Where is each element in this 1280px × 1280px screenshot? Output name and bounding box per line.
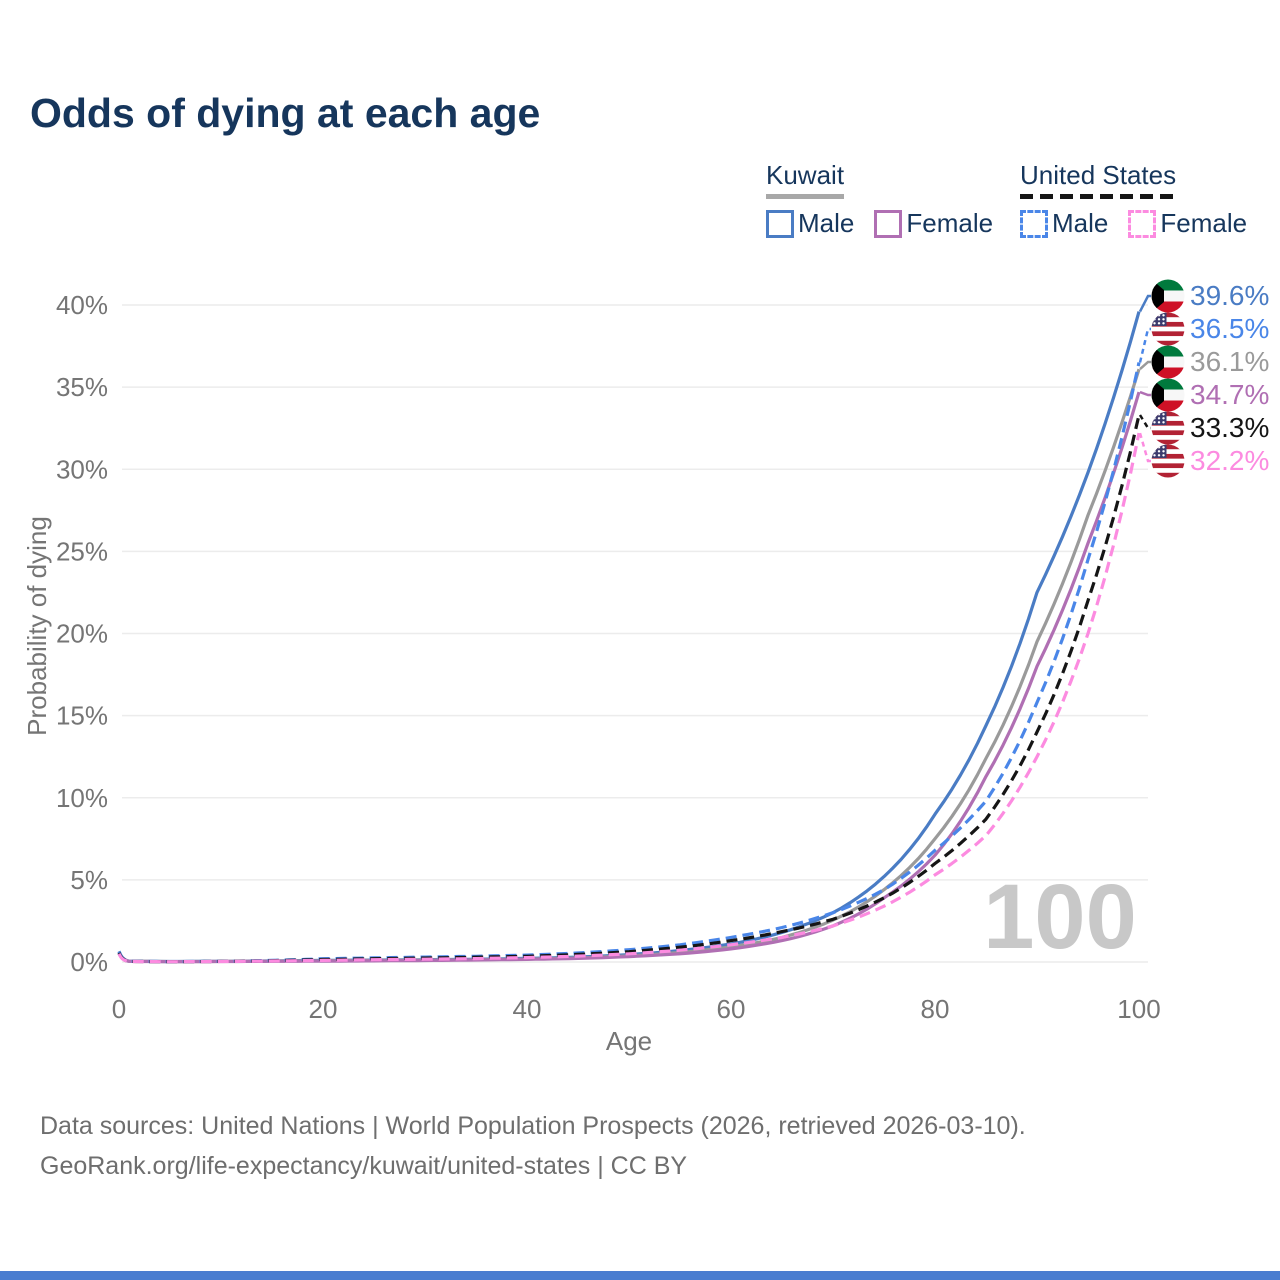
label-connector-kuwait-all bbox=[1139, 360, 1151, 371]
y-tick-label: 20% bbox=[56, 619, 108, 649]
legend-label-kuwait-female[interactable]: Female bbox=[906, 208, 994, 238]
footer-attribution-line: GeoRank.org/life-expectancy/kuwait/unite… bbox=[40, 1152, 688, 1180]
flag-icon-us bbox=[1151, 411, 1185, 445]
legend-country-kuwait[interactable]: Kuwait bbox=[766, 160, 845, 199]
label-connector-kuwait-male bbox=[1138, 294, 1151, 313]
flag-icon-kuwait bbox=[1151, 378, 1185, 412]
flag-icon-kuwait bbox=[1151, 279, 1185, 313]
series-line-us-male[interactable] bbox=[117, 362, 1141, 964]
legend-group-kuwait: Kuwait Male Female bbox=[766, 160, 1009, 239]
legend-swatch-kuwait-female[interactable] bbox=[874, 209, 903, 238]
label-connector-us-female bbox=[1138, 432, 1151, 463]
end-value-label-kuwait-male: 39.6% bbox=[1190, 280, 1269, 311]
legend-label-us-male[interactable]: Male bbox=[1052, 208, 1109, 238]
flag-icon-us bbox=[1151, 444, 1185, 478]
legend-label-kuwait-male[interactable]: Male bbox=[798, 208, 855, 238]
data-source-footer: Data sources: United Nations | World Pop… bbox=[40, 1106, 1026, 1186]
series-line-kuwait-male[interactable] bbox=[117, 311, 1141, 964]
y-tick-label: 25% bbox=[56, 536, 108, 566]
bottom-accent-bar bbox=[0, 1271, 1280, 1280]
y-tick-label: 15% bbox=[56, 701, 108, 731]
x-tick-label: 100 bbox=[1117, 994, 1160, 1024]
chart-canvas: 0% 5% 10% 15% 20% 25% 30% 35% 40% 0 20 40 60 80 100 Age… bbox=[22, 279, 1269, 1056]
y-tick-label: 0% bbox=[70, 947, 108, 977]
legend-swatch-kuwait-male[interactable] bbox=[766, 209, 794, 238]
y-tick-label: 30% bbox=[56, 454, 108, 484]
end-value-label-us-female: 32.2% bbox=[1190, 445, 1269, 476]
us-line-style-swatch bbox=[1020, 194, 1177, 199]
legend-group-united-states: United States Male Female bbox=[1020, 160, 1263, 239]
label-connector-us-male bbox=[1138, 327, 1151, 363]
age-watermark: 100 bbox=[983, 866, 1137, 968]
y-tick-label: 40% bbox=[56, 290, 108, 320]
page-title: Odds of dying at each age bbox=[30, 90, 541, 136]
series-line-kuwait-female[interactable] bbox=[117, 391, 1141, 964]
y-tick-label: 5% bbox=[70, 865, 108, 895]
x-tick-label: 80 bbox=[921, 994, 950, 1024]
x-tick-label: 20 bbox=[309, 994, 338, 1024]
label-connector-us-all bbox=[1138, 414, 1151, 430]
label-connector-kuwait-female bbox=[1139, 390, 1151, 397]
end-value-label-kuwait-female: 34.7% bbox=[1190, 379, 1269, 410]
legend-label-us-female[interactable]: Female bbox=[1160, 208, 1248, 238]
end-value-label-kuwait-all: 36.1% bbox=[1190, 346, 1269, 377]
end-value-label-us-male: 36.5% bbox=[1190, 313, 1269, 344]
x-axis-title: Age bbox=[606, 1026, 652, 1056]
y-tick-label: 35% bbox=[56, 372, 108, 402]
series-line-us-all[interactable] bbox=[117, 414, 1141, 964]
footer-sources-line: Data sources: United Nations | World Pop… bbox=[40, 1112, 1026, 1140]
x-tick-label: 60 bbox=[717, 994, 746, 1024]
flag-icon-us bbox=[1151, 312, 1185, 346]
y-tick-label: 10% bbox=[56, 783, 108, 813]
y-axis-title: Probability of dying bbox=[22, 516, 52, 736]
x-tick-label: 40 bbox=[513, 994, 542, 1024]
x-tick-label: 0 bbox=[112, 994, 126, 1024]
legend-swatch-us-male[interactable] bbox=[1020, 209, 1048, 238]
legend-country-united-states[interactable]: United States bbox=[1020, 160, 1177, 199]
legend-swatch-us-female[interactable] bbox=[1128, 209, 1157, 238]
end-value-label-us-all: 33.3% bbox=[1190, 412, 1269, 443]
flag-icon-kuwait bbox=[1151, 345, 1185, 379]
kuwait-line-style-swatch bbox=[766, 194, 845, 199]
